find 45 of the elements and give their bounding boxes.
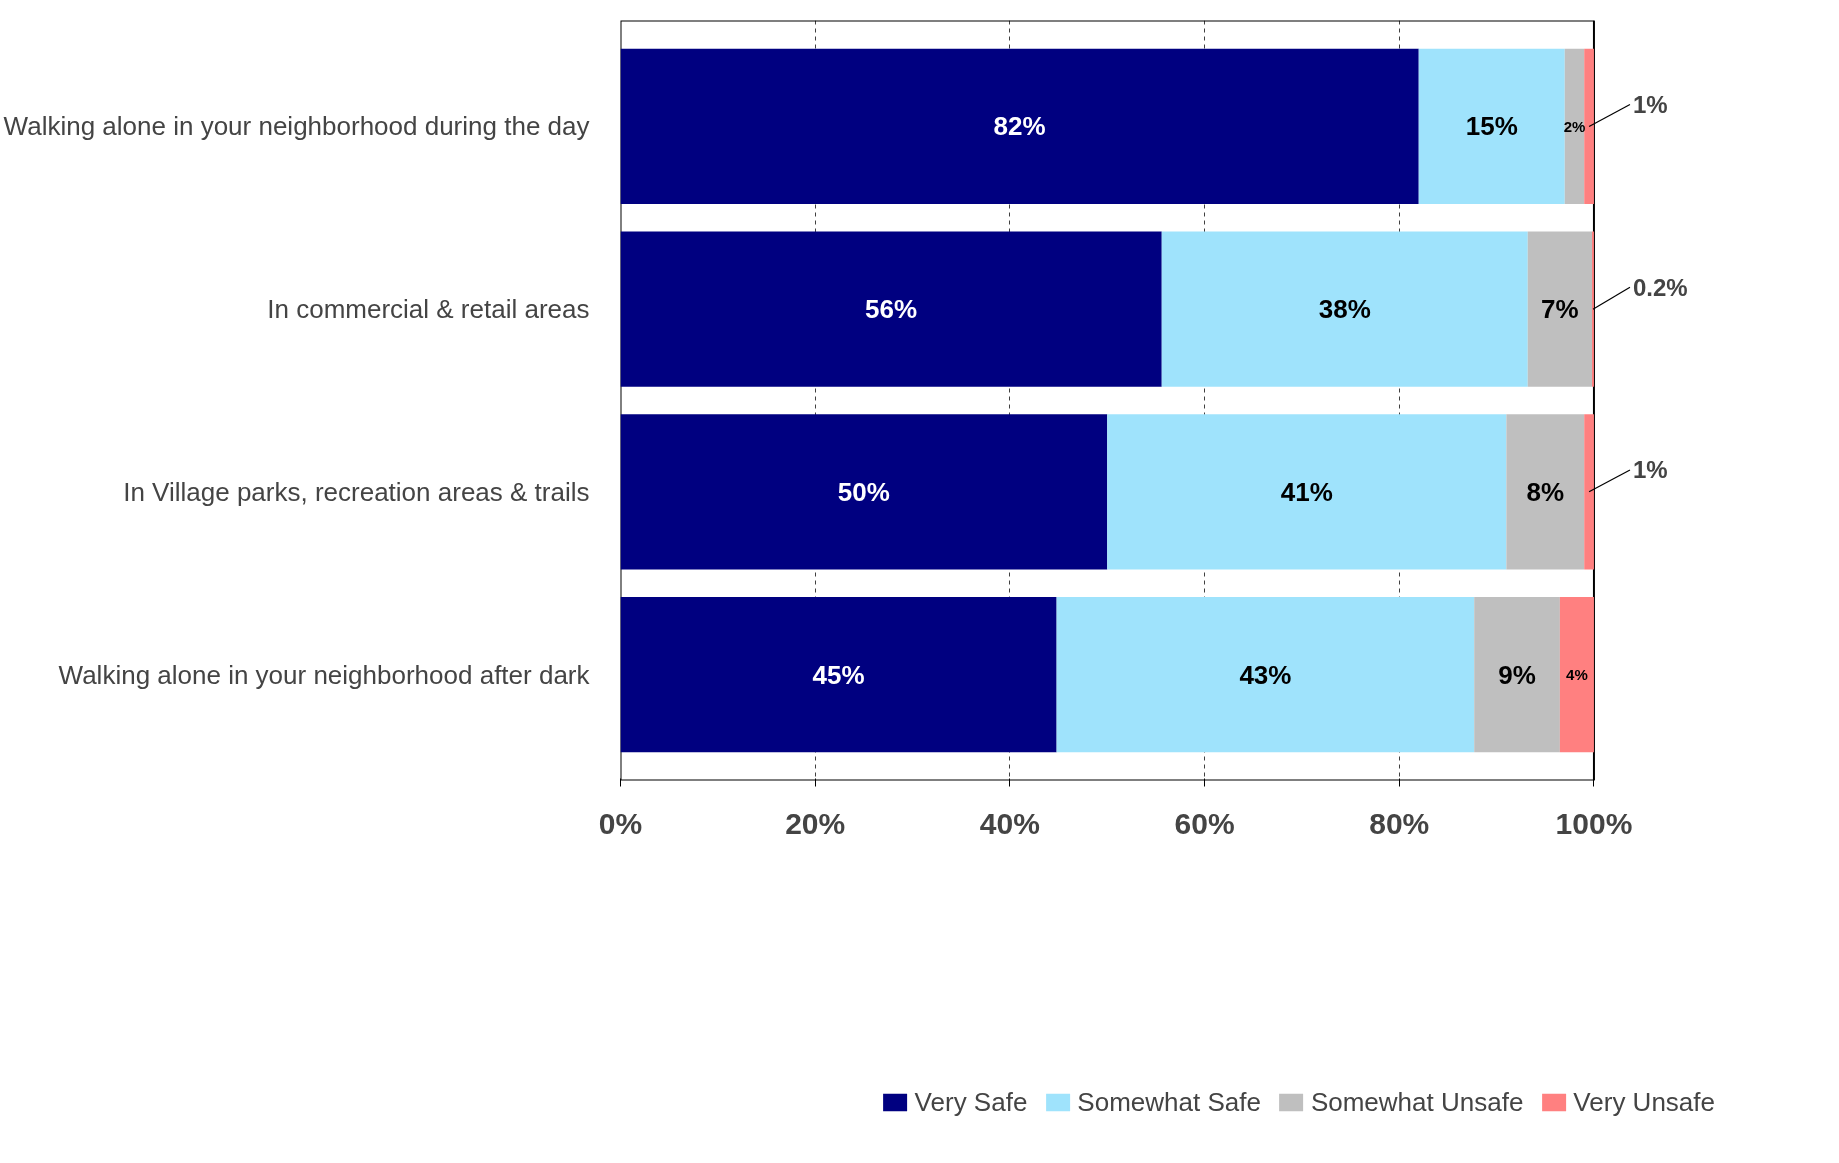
data-label: 2% bbox=[1563, 117, 1586, 135]
data-label: 1% bbox=[1632, 456, 1668, 484]
data-label: 4% bbox=[1566, 666, 1588, 684]
legend-label: Somewhat Unsafe bbox=[1310, 1086, 1524, 1118]
bar bbox=[1584, 414, 1594, 570]
data-label: 7% bbox=[1541, 294, 1579, 325]
bar bbox=[1584, 48, 1594, 205]
data-label: 82% bbox=[993, 111, 1046, 142]
data-label: 8% bbox=[1526, 476, 1565, 507]
legend-label: Very Unsafe bbox=[1573, 1086, 1715, 1118]
y-tick-label: Walking alone in your neighborhood during the day bbox=[3, 111, 590, 142]
data-label: 1% bbox=[1632, 91, 1668, 119]
x-tick-label: 20% bbox=[785, 806, 846, 840]
data-label: 41% bbox=[1280, 476, 1333, 507]
data-label: 50% bbox=[837, 476, 890, 507]
data-label: 56% bbox=[865, 294, 918, 325]
bar bbox=[1056, 596, 1475, 753]
y-tick-label: In Village parks, recreation areas & trails bbox=[123, 476, 590, 507]
bar bbox=[620, 596, 1057, 753]
bar bbox=[1418, 48, 1565, 205]
bar bbox=[1107, 414, 1507, 570]
data-label: 15% bbox=[1465, 111, 1518, 142]
bar bbox=[620, 414, 1108, 570]
bar bbox=[1559, 596, 1594, 753]
y-tick-label: In commercial & retail areas bbox=[267, 294, 590, 325]
x-tick-label: 100% bbox=[1555, 806, 1633, 840]
x-tick-label: 60% bbox=[1174, 806, 1235, 840]
bar bbox=[1506, 414, 1585, 570]
x-tick-label: 80% bbox=[1369, 806, 1430, 840]
x-tick-label: 0% bbox=[598, 806, 643, 840]
bar bbox=[1474, 596, 1560, 753]
data-label: 43% bbox=[1239, 659, 1292, 690]
bar bbox=[620, 48, 1419, 205]
y-tick-label: Walking alone in your neighborhood after dark bbox=[58, 659, 591, 690]
bar bbox=[1527, 231, 1592, 387]
bar bbox=[1564, 48, 1585, 205]
bar bbox=[1161, 231, 1528, 387]
data-label: 0.2% bbox=[1632, 273, 1688, 301]
legend-label: Very Safe bbox=[914, 1086, 1028, 1118]
data-label: 38% bbox=[1318, 294, 1371, 325]
bar bbox=[620, 231, 1162, 387]
legend-label: Somewhat Safe bbox=[1077, 1086, 1261, 1118]
data-label: 9% bbox=[1498, 659, 1536, 690]
data-label: 45% bbox=[812, 659, 865, 690]
x-tick-label: 40% bbox=[979, 806, 1040, 840]
